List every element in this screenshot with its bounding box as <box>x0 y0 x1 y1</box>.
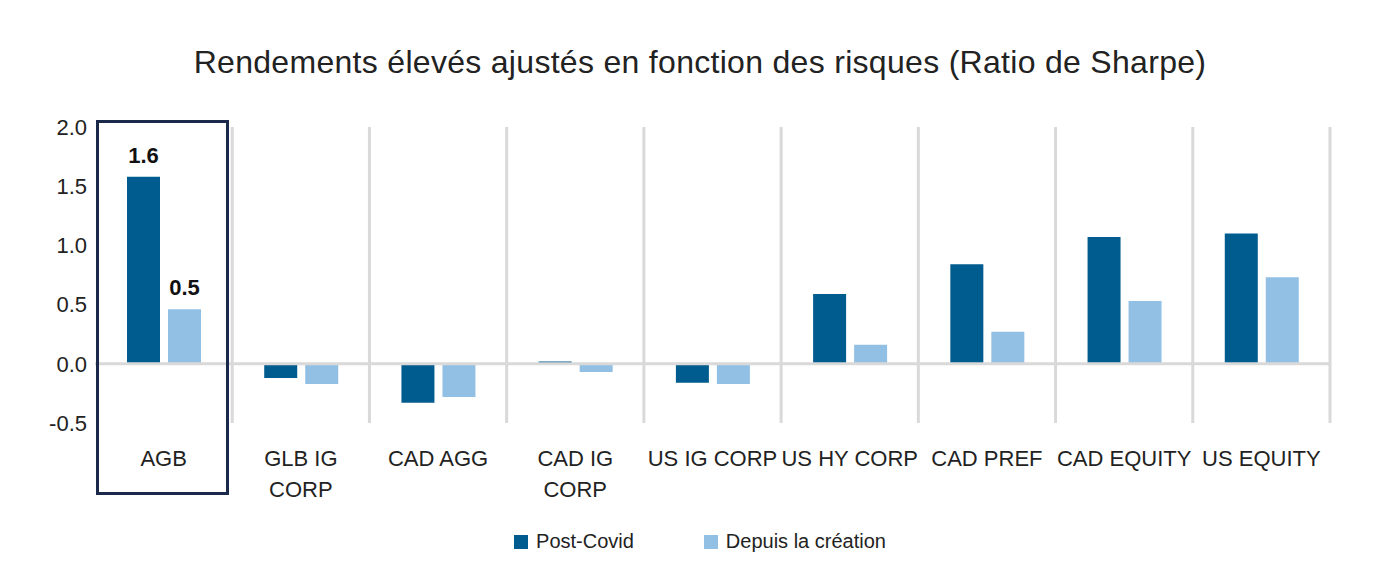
svg-text:US HY CORP: US HY CORP <box>781 446 918 471</box>
html-text:Post-Covid: Post-Covid <box>536 530 634 552</box>
svg-text:CAD PREF: CAD PREF <box>931 446 1042 471</box>
svg-text:1.0: 1.0 <box>56 233 87 258</box>
svg-text:0.5: 0.5 <box>169 275 200 300</box>
svg-text:US EQUITY: US EQUITY <box>1202 446 1321 471</box>
svg-text:-0.5: -0.5 <box>49 411 87 436</box>
html-text:Rendements élevés ajustés en f: Rendements élevés ajustés en fonction de… <box>193 44 1207 80</box>
svg-text:CAD AGG: CAD AGG <box>388 446 488 471</box>
svg-text:GLB IGCORP: GLB IGCORP <box>264 446 337 502</box>
svg-text:0.5: 0.5 <box>56 292 87 317</box>
svg-text:US IG CORP: US IG CORP <box>648 446 778 471</box>
html-text:Depuis la création: Depuis la création <box>725 530 886 552</box>
svg-text:CAD IGCORP: CAD IGCORP <box>537 446 613 502</box>
svg-text:CAD EQUITY: CAD EQUITY <box>1057 446 1192 471</box>
svg-text:2.0: 2.0 <box>56 115 87 140</box>
svg-text:0.0: 0.0 <box>56 352 87 377</box>
svg-text:1.5: 1.5 <box>56 174 87 199</box>
svg-text:AGB: AGB <box>140 446 186 471</box>
svg-text:1.6: 1.6 <box>128 143 159 168</box>
